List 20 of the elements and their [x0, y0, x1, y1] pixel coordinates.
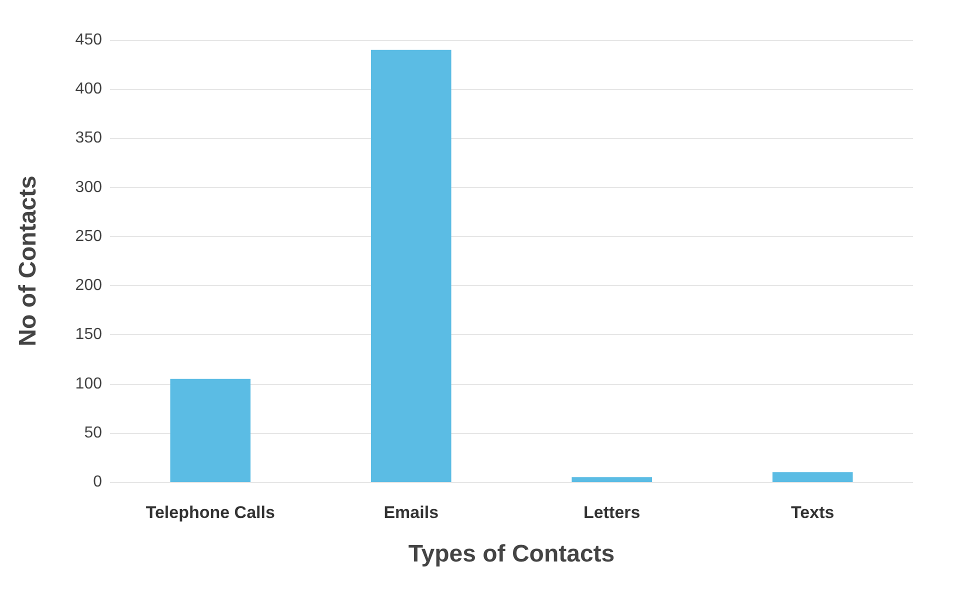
bar — [170, 378, 251, 482]
x-tick-label: Emails — [384, 503, 439, 522]
y-tick-label: 100 — [75, 375, 102, 392]
y-tick-label: 300 — [75, 178, 102, 196]
y-tick-label: 350 — [75, 130, 102, 147]
bar — [370, 50, 452, 482]
y-tick-label: 50 — [84, 424, 102, 442]
y-tick-label: 200 — [75, 277, 102, 294]
x-tick-label: Telephone Calls — [146, 503, 275, 522]
y-tick-label: 400 — [75, 80, 102, 98]
y-tick-label: 450 — [75, 32, 102, 48]
bar — [572, 477, 652, 482]
y-axis-title: No of Contacts — [14, 176, 42, 346]
x-tick-label: Letters — [584, 503, 640, 522]
bar — [772, 472, 853, 482]
y-tick-label: 150 — [75, 326, 102, 344]
x-axis-title: Types of Contacts — [408, 540, 615, 568]
y-tick-label: 250 — [75, 228, 102, 245]
x-tick-label: Texts — [791, 503, 834, 522]
y-tick-label: 0 — [93, 474, 102, 490]
